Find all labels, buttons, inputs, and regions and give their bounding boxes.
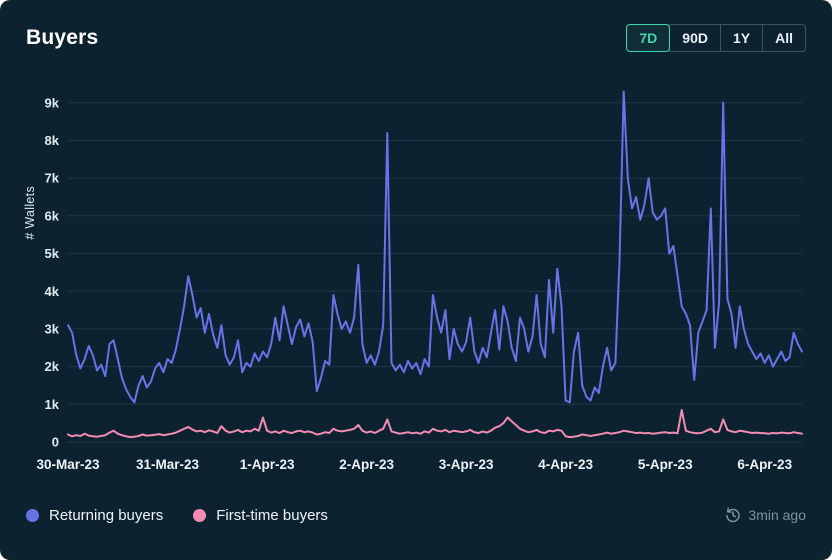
first-time-buyers-dot-icon (193, 508, 207, 522)
svg-text:6-Apr-23: 6-Apr-23 (737, 457, 792, 472)
buyers-line-chart[interactable]: # Wallets 0 1k 2k 3k 4k 5k 6k 7k 8k 9k 30-Mar-23 31… (23, 58, 806, 490)
legend-label: First-time buyers (216, 506, 328, 524)
chart-footer: Returning buyers First-time buyers 3min … (26, 502, 806, 528)
page-title: Buyers (26, 26, 99, 49)
svg-text:30-Mar-23: 30-Mar-23 (36, 457, 100, 472)
legend-returning-buyers[interactable]: Returning buyers (26, 507, 163, 524)
svg-text:6k: 6k (45, 208, 60, 223)
svg-text:1k: 1k (45, 397, 60, 412)
svg-text:1-Apr-23: 1-Apr-23 (240, 457, 295, 472)
history-clock-icon (726, 507, 741, 523)
svg-text:2-Apr-23: 2-Apr-23 (339, 457, 394, 472)
returning-buyers-dot-icon (26, 508, 39, 522)
last-updated: 3min ago (725, 507, 806, 523)
chart-canvas[interactable]: 0 1k 2k 3k 4k 5k 6k 7k 8k 9k 30-Mar-23 31-Mar-23 1-A… (26, 58, 806, 490)
time-range-selector: 7D 90D 1Y All (626, 24, 806, 52)
svg-text:31-Mar-23: 31-Mar-23 (136, 457, 200, 472)
time-range-1y[interactable]: 1Y (719, 24, 764, 52)
svg-text:2k: 2k (45, 359, 60, 374)
legend-label: Returning buyers (49, 506, 164, 524)
svg-text:5-Apr-23: 5-Apr-23 (638, 457, 693, 472)
svg-text:3-Apr-23: 3-Apr-23 (439, 457, 494, 472)
svg-text:0: 0 (52, 435, 59, 450)
svg-text:8k: 8k (45, 133, 60, 148)
updated-timestamp: 3min ago (748, 507, 806, 523)
svg-text:4-Apr-23: 4-Apr-23 (538, 457, 593, 472)
time-range-7d[interactable]: 7D (626, 24, 671, 52)
svg-text:3k: 3k (45, 321, 60, 336)
chart-header: Buyers 7D 90D 1Y All (26, 20, 806, 56)
svg-text:7k: 7k (45, 171, 60, 186)
legend-first-time-buyers[interactable]: First-time buyers (193, 507, 328, 524)
svg-text:4k: 4k (45, 284, 60, 299)
time-range-90d[interactable]: 90D (669, 24, 721, 52)
svg-text:5k: 5k (45, 246, 60, 261)
time-range-all[interactable]: All (762, 24, 806, 52)
svg-text:9k: 9k (45, 95, 60, 110)
